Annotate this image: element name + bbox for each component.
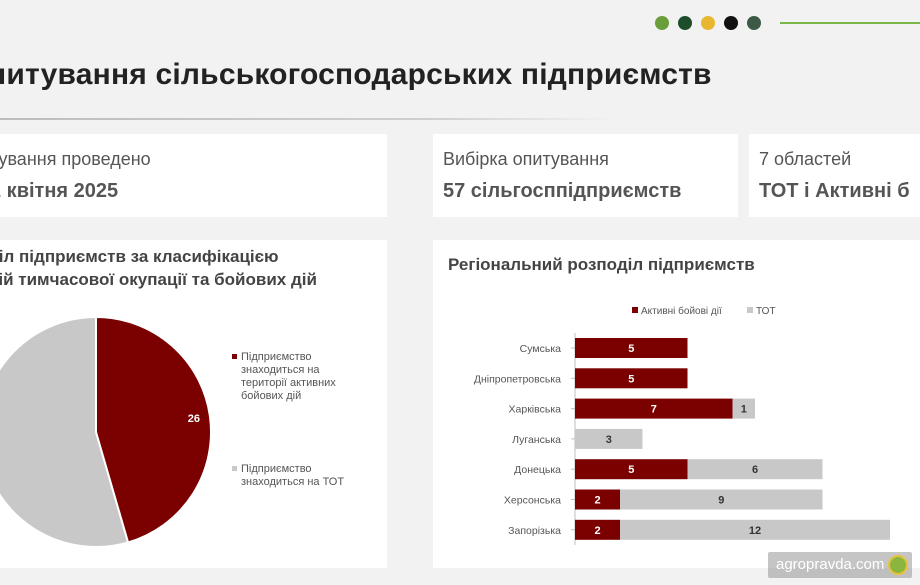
bar-category-label: Дніпропетровська xyxy=(474,373,561,385)
pie-chart-panel: діл підприємств за класифікацією рій тим… xyxy=(0,240,387,568)
bar-label-active-combat: 7 xyxy=(651,404,657,416)
survey-date-card: тування проведено 2 квітня 2025 xyxy=(0,134,387,217)
dot-4 xyxy=(724,16,738,30)
pie-legend-text-1-2: знаходиться на xyxy=(241,364,320,376)
bar-active-combat xyxy=(575,338,688,358)
page-title: питування сільськогосподарських підприєм… xyxy=(0,58,712,91)
dot-1 xyxy=(655,16,669,30)
pie-legend-marker-1 xyxy=(232,354,237,359)
bar-legend-marker-2 xyxy=(747,307,753,313)
watermark-text: agropravda.com xyxy=(776,556,885,573)
bar-label-tot: 9 xyxy=(718,495,724,507)
dot-5 xyxy=(747,16,761,30)
pie-legend-text-2-2: знаходиться на ТОТ xyxy=(241,476,344,488)
bar-label-active-combat: 2 xyxy=(594,495,600,507)
bar-category-label: Харківська xyxy=(509,404,562,416)
bar-tot xyxy=(575,428,643,449)
survey-regions-label: 7 областей xyxy=(759,149,852,169)
bar-label-active-combat: 2 xyxy=(594,525,600,537)
pie-legend-text-2-1: Підприємство xyxy=(241,463,312,475)
bar-active-combat xyxy=(575,368,688,389)
bar-chart-title: Регіональний розподіл підприємств xyxy=(448,255,755,274)
bar-tot xyxy=(620,519,890,540)
bar-category-label: Сумська xyxy=(520,343,561,355)
survey-regions-card: 7 областей ТОТ і Активні б xyxy=(749,134,920,217)
pie-legend-text-1-1: Підприємство xyxy=(241,351,312,363)
bar-chart-panel: Регіональний розподіл підприємств Активн… xyxy=(433,240,920,568)
pie-slice-tot xyxy=(0,315,130,548)
dot-2 xyxy=(678,16,692,30)
survey-sample-label: Вибірка опитування xyxy=(443,149,609,169)
title-divider xyxy=(0,118,615,120)
decorative-dots xyxy=(655,16,761,30)
pie-legend-marker-2 xyxy=(232,466,237,471)
bar-category-label: Запорізька xyxy=(508,525,561,537)
pie-legend-text-1-4: бойових дій xyxy=(241,390,301,402)
bar-category-label: Луганська xyxy=(512,434,561,446)
bar-chart: Активні бойові дії ТОТ Сумська 5 Дніпропетро… xyxy=(474,305,890,545)
bar-tot xyxy=(732,398,755,419)
bar-active-combat xyxy=(575,519,620,540)
bar-category-label: Херсонська xyxy=(504,495,561,507)
survey-regions-value: ТОТ і Активні б xyxy=(759,180,910,202)
bar-label-active-combat: 5 xyxy=(628,343,634,355)
survey-sample-value: 57 сільгосппідприємств xyxy=(443,180,682,202)
pie-title-line2: рій тимчасової окупації та бойових дій xyxy=(0,270,317,289)
bar-category-label: Донецька xyxy=(514,464,561,476)
survey-sample-card: Вибірка опитування 57 сільгосппідприємст… xyxy=(433,134,738,217)
header-line xyxy=(780,22,920,24)
dot-3 xyxy=(701,16,715,30)
pie-title-line1: діл підприємств за класифікацією xyxy=(0,247,279,266)
bar-active-combat xyxy=(575,398,733,419)
pie-slice-active-combat xyxy=(95,315,212,544)
bar-legend-text-2: ТОТ xyxy=(756,306,776,317)
survey-date-value: 2 квітня 2025 xyxy=(0,180,119,202)
pie-legend-text-1-3: території активних xyxy=(241,377,336,389)
bar-tot xyxy=(687,459,823,480)
bar-legend-text-1: Активні бойові дії xyxy=(641,305,722,317)
pie-value-label: 26 xyxy=(188,413,200,425)
bar-label-tot: 12 xyxy=(749,525,761,537)
site-watermark: agropravda.com xyxy=(768,552,912,578)
bar-label-tot: 1 xyxy=(741,404,747,416)
bar-legend-marker-1 xyxy=(632,307,638,313)
bar-active-combat xyxy=(575,489,620,510)
bar-tot xyxy=(620,489,823,510)
bar-label-active-combat: 5 xyxy=(628,464,634,476)
site-logo-icon xyxy=(888,555,908,575)
bar-label-tot: 6 xyxy=(752,464,758,476)
bar-active-combat xyxy=(575,459,688,480)
survey-date-label: тування проведено xyxy=(0,149,151,169)
bar-label-active-combat: 5 xyxy=(628,373,634,385)
bar-label-tot: 3 xyxy=(606,434,612,446)
